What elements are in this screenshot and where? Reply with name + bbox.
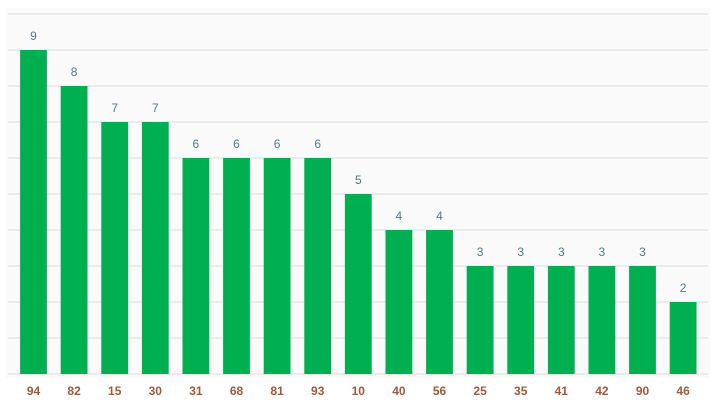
x-tick-label: 93 <box>311 384 325 398</box>
bar <box>141 122 169 374</box>
value-label: 3 <box>599 245 606 259</box>
bar <box>466 266 494 374</box>
bar <box>426 230 453 374</box>
value-label: 7 <box>111 101 118 115</box>
bar <box>101 122 129 374</box>
x-tick-label: 31 <box>189 384 203 398</box>
x-tick-label: 81 <box>270 384 284 398</box>
value-label: 3 <box>558 245 565 259</box>
bar <box>182 158 210 374</box>
bar <box>507 266 535 374</box>
value-label: 6 <box>233 137 240 151</box>
value-label: 4 <box>396 209 403 223</box>
value-label: 6 <box>193 137 200 151</box>
x-tick-label: 42 <box>595 384 609 398</box>
value-label: 4 <box>436 209 443 223</box>
bar <box>344 194 372 374</box>
x-tick-label: 68 <box>230 384 244 398</box>
x-tick-label: 94 <box>27 384 41 398</box>
x-tick-label: 40 <box>392 384 406 398</box>
x-tick-label: 41 <box>555 384 569 398</box>
x-tick-label: 56 <box>433 384 447 398</box>
x-tick-label: 35 <box>514 384 528 398</box>
bar <box>669 302 697 374</box>
x-tick-label: 25 <box>473 384 487 398</box>
value-label: 3 <box>517 245 524 259</box>
x-tick-label: 15 <box>108 384 122 398</box>
bar <box>588 266 616 374</box>
value-label: 3 <box>639 245 646 259</box>
bar <box>263 158 291 374</box>
value-label: 3 <box>477 245 484 259</box>
x-tick-label: 10 <box>352 384 366 398</box>
bar <box>385 230 413 374</box>
bar <box>547 266 575 374</box>
value-label: 7 <box>152 101 159 115</box>
bar <box>304 158 332 374</box>
x-tick-label: 82 <box>67 384 81 398</box>
value-label: 9 <box>30 29 37 43</box>
value-label: 2 <box>680 281 687 295</box>
x-tick-label: 90 <box>636 384 650 398</box>
bar <box>20 50 47 374</box>
bar <box>223 158 250 374</box>
x-tick-label: 46 <box>676 384 690 398</box>
value-label: 5 <box>355 173 362 187</box>
bar <box>60 86 88 374</box>
value-label: 8 <box>71 65 78 79</box>
bar <box>629 266 656 374</box>
value-label: 6 <box>274 137 281 151</box>
value-label: 6 <box>314 137 321 151</box>
x-tick-label: 30 <box>149 384 163 398</box>
